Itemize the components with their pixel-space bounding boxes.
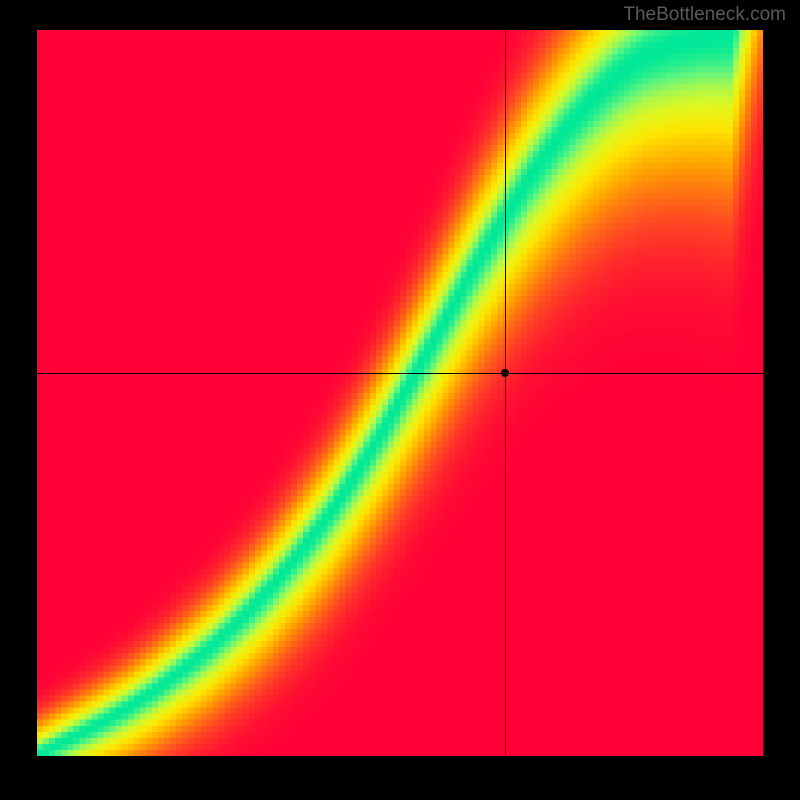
heatmap-plot <box>37 30 763 756</box>
crosshair-marker <box>501 369 509 377</box>
watermark-text: TheBottleneck.com <box>623 4 786 26</box>
heatmap-surface <box>37 30 763 756</box>
crosshair-horizontal <box>37 373 763 374</box>
crosshair-vertical <box>505 30 506 756</box>
